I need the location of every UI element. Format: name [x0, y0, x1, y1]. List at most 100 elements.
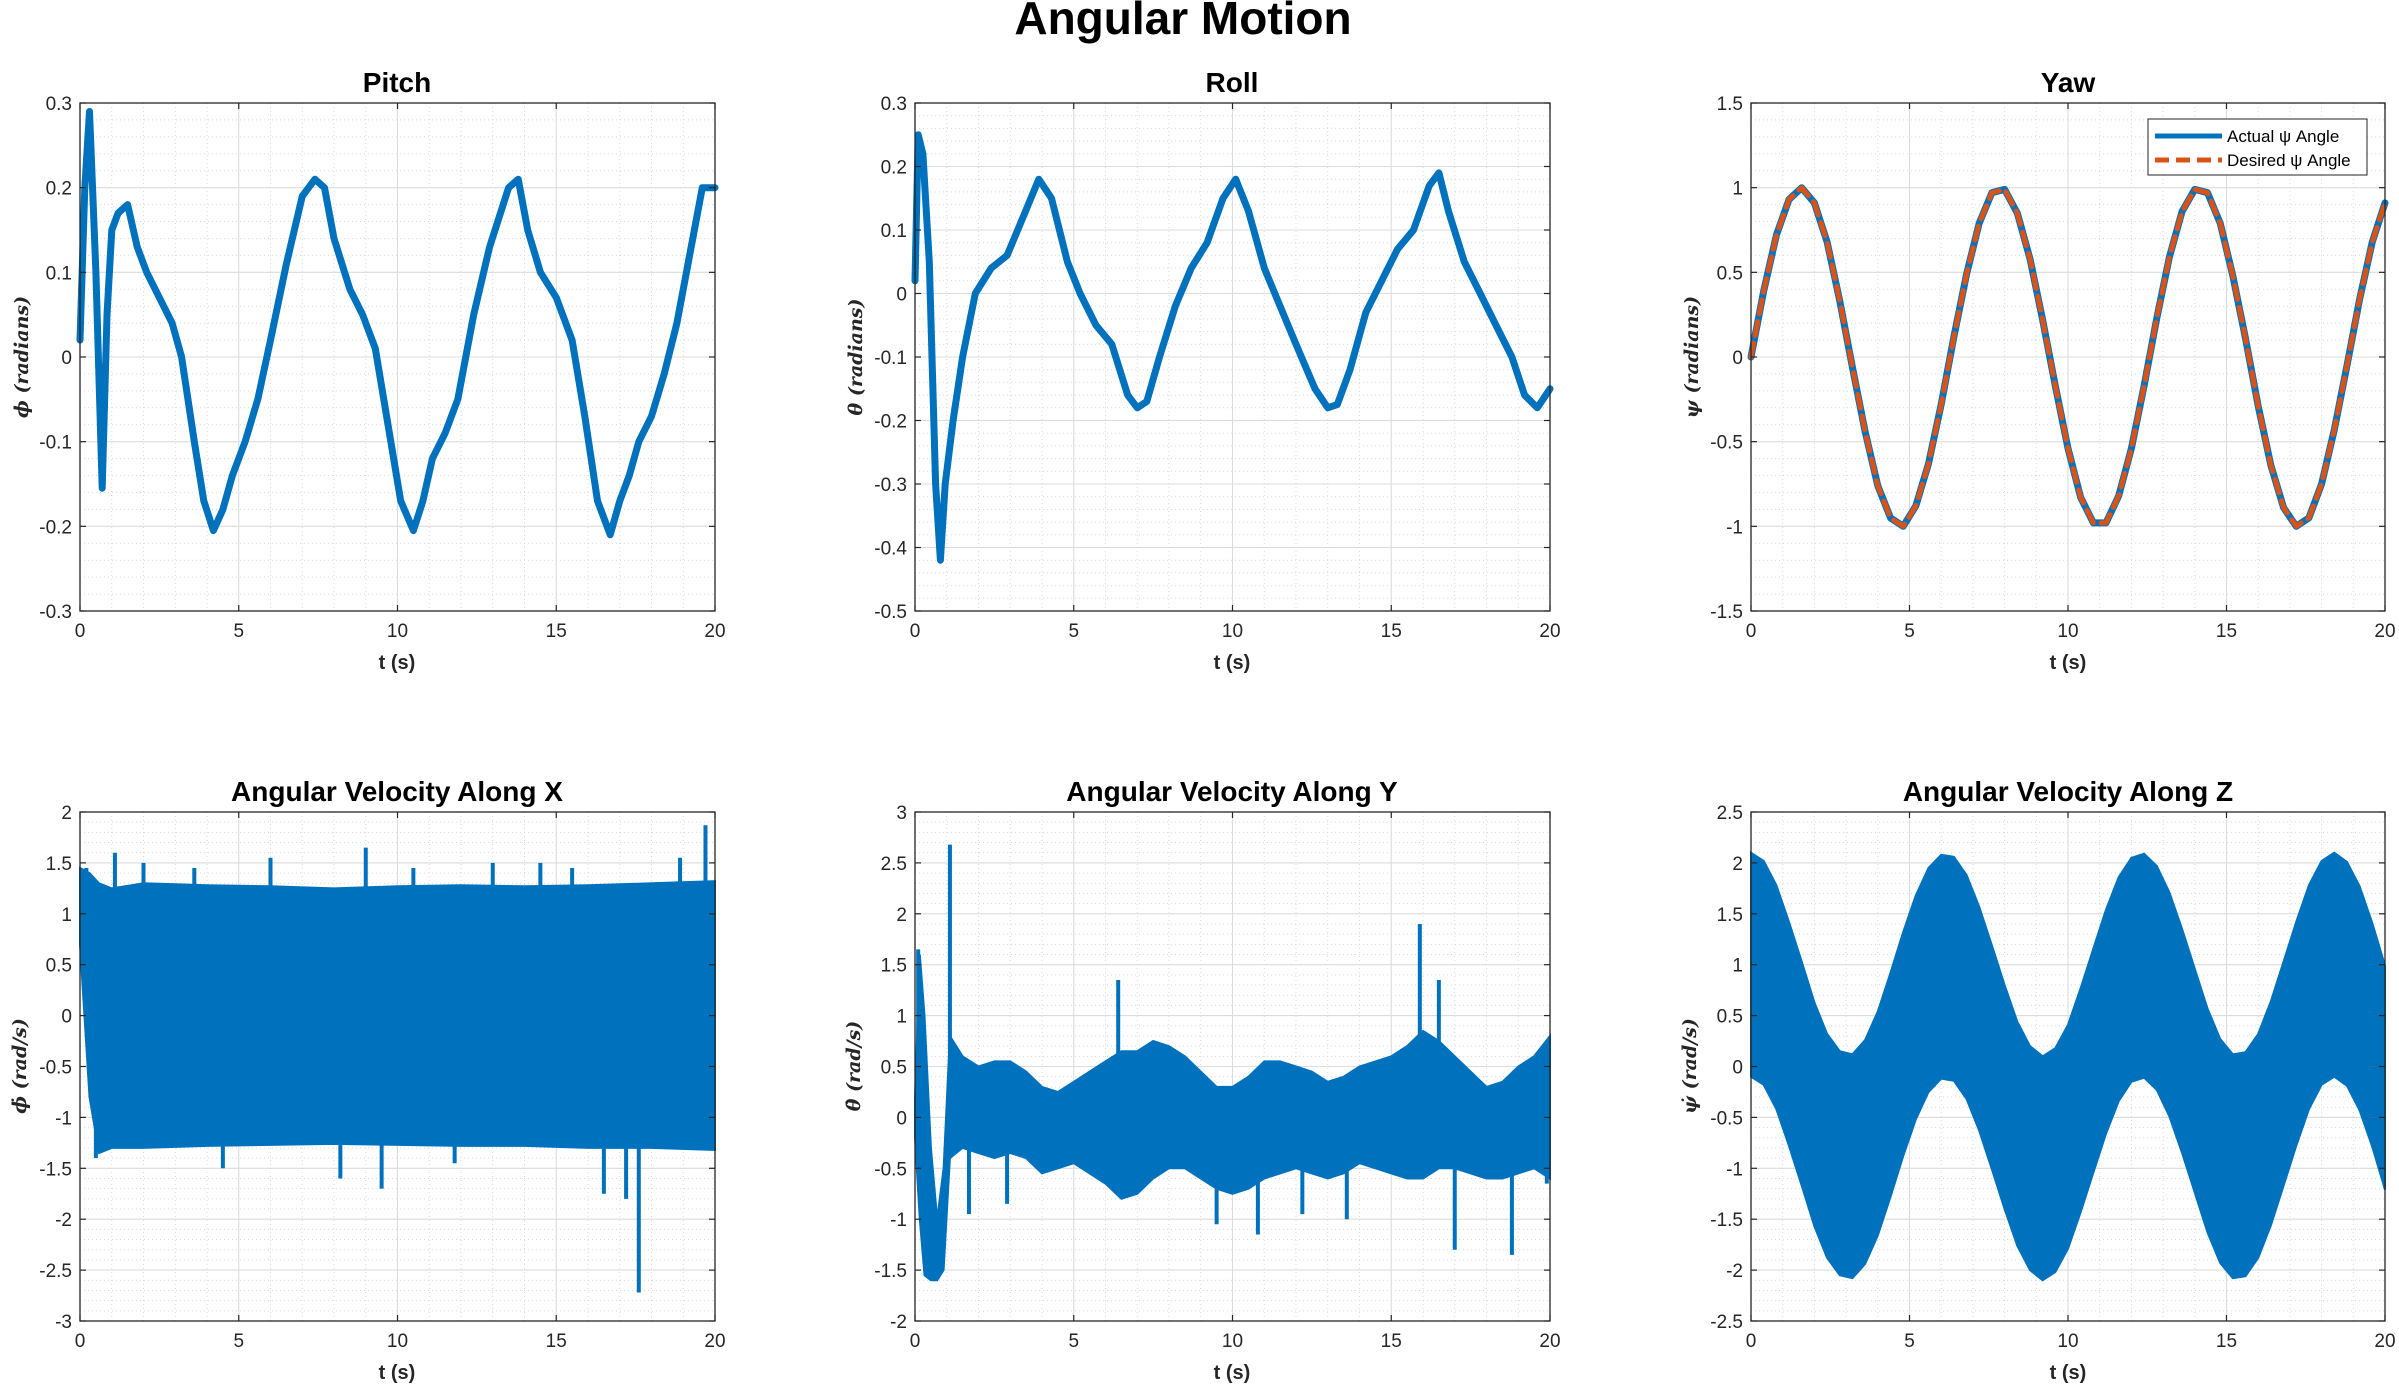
y-tick-label: 0: [1732, 348, 1743, 369]
y-tick-label: 0.5: [1717, 1007, 1743, 1028]
subplot-angular-velocity-y: 0 5 10 15 20 -2 -1.5 -1 -0.5 0 0.5 1 1.5 2 2.5 3 Angula…: [843, 776, 1561, 1384]
y-tick-label: 0: [896, 1108, 907, 1129]
x-tick-label: 5: [1904, 1331, 1915, 1352]
y-tick-label: 1.5: [881, 956, 907, 977]
y-tick-label: -0.5: [1710, 1108, 1743, 1129]
subplot-pitch: 0 5 10 15 20 -0.3 -0.2 -0.1 0 0.1 0.2 0.3 Pitch t (…: [11, 67, 726, 674]
y-tick-label: 0.5: [881, 1058, 907, 1079]
x-tick-label: 5: [1068, 621, 1079, 642]
x-tick-label: 15: [2216, 621, 2237, 642]
y-tick-label: -0.5: [39, 1058, 72, 1079]
y-tick-label: 0: [61, 348, 72, 369]
y-tick-label: -1.5: [1710, 1210, 1743, 1231]
y-tick-label: 0.5: [46, 956, 72, 977]
ticks: 0 5 10 15 20 -0.5 -0.4 -0.3 -0.2 -0.1 0 0.1 0.2 0.3: [874, 94, 1560, 642]
series-band: [79, 866, 716, 1155]
x-tick-label: 5: [1068, 1331, 1079, 1352]
x-tick-label: 10: [387, 1331, 408, 1352]
ticks: 0 5 10 15 20 -1.5 -1 -0.5 0 0.5 1 1.5: [1710, 94, 2395, 642]
ticks: 0 5 10 15 20 -0.3 -0.2 -0.1 0 0.1 0.2 0.3: [39, 94, 725, 642]
x-tick-label: 20: [2374, 621, 2395, 642]
y-tick-label: 2.5: [881, 854, 907, 875]
y-axis-label: θ (radians): [845, 299, 867, 416]
ticks: 0 5 10 15 20 -3 -2.5 -2 -1.5 -1 -0.5 0 0.5 1 1.5 2: [39, 803, 725, 1352]
y-tick-label: -0.5: [1710, 433, 1743, 454]
y-tick-label: -1: [1726, 1159, 1743, 1180]
y-tick-label: 0: [1732, 1058, 1743, 1079]
series-line: [1748, 185, 2388, 529]
y-tick-label: -1.5: [1710, 602, 1743, 623]
y-axis-label: ψ̇ (rad/s): [1679, 1018, 1701, 1114]
y-tick-label: 1: [61, 905, 72, 926]
ticks: 0 5 10 15 20 -2.5 -2 -1.5 -1 -0.5 0 0.5 1 1.5 2 2.5: [1710, 803, 2395, 1352]
y-tick-label: -2: [55, 1210, 72, 1231]
x-tick-label: 15: [1381, 621, 1402, 642]
x-tick-label: 10: [2057, 621, 2078, 642]
series-line: [911, 131, 1554, 564]
subplot-angular-velocity-z: 0 5 10 15 20 -2.5 -2 -1.5 -1 -0.5 0 0.5 1 1.5 2 2.5 Ang…: [1679, 776, 2396, 1384]
x-tick-label: 5: [1904, 621, 1915, 642]
y-axis-label: ψ (radians): [1681, 296, 1703, 418]
x-axis-label: t (s): [379, 652, 416, 674]
y-tick-label: 0.5: [1717, 263, 1743, 284]
y-tick-label: -2.5: [39, 1261, 72, 1282]
x-tick-label: 20: [1539, 1331, 1560, 1352]
y-tick-label: 0.1: [46, 263, 72, 284]
subplot-title: Angular Velocity Along X: [231, 776, 563, 807]
y-tick-label: 2: [61, 803, 72, 824]
y-tick-label: -0.5: [874, 602, 907, 623]
x-tick-label: 0: [910, 1331, 921, 1352]
y-tick-label: -0.2: [874, 412, 907, 433]
subplot-title: Angular Velocity Along Z: [1903, 776, 2233, 807]
y-tick-label: 0.2: [881, 158, 907, 179]
y-tick-label: -3: [55, 1312, 72, 1333]
y-tick-label: -2.5: [1710, 1312, 1743, 1333]
x-tick-label: 20: [704, 621, 725, 642]
subplot-yaw: 0 5 10 15 20 -1.5 -1 -0.5 0 0.5 1 1.5 Yaw t (s) ψ (…: [1681, 67, 2396, 674]
data-layer: [1747, 184, 2389, 530]
x-tick-label: 0: [1746, 1331, 1757, 1352]
x-axis-label: t (s): [1214, 1362, 1251, 1384]
y-tick-label: 2: [1732, 854, 1743, 875]
y-axis-label: ϕ (radians): [11, 296, 33, 418]
x-tick-label: 15: [546, 621, 567, 642]
x-tick-label: 0: [75, 621, 86, 642]
y-tick-label: -2: [890, 1312, 907, 1333]
x-tick-label: 15: [2216, 1331, 2237, 1352]
legend-label-actual: Actual ψ Angle: [2227, 127, 2339, 146]
y-axis-label: θ̇ (rad/s): [843, 1021, 865, 1112]
y-tick-label: -0.1: [874, 348, 907, 369]
data-layer: [911, 131, 1554, 564]
x-axis-label: t (s): [2050, 652, 2087, 674]
subplot-angular-velocity-x: 0 5 10 15 20 -3 -2.5 -2 -1.5 -1 -0.5 0 0.5 1 1.5 2 Angu…: [9, 776, 726, 1384]
y-tick-label: 0.2: [46, 179, 72, 200]
y-tick-label: 2: [896, 905, 907, 926]
y-tick-label: -0.4: [874, 539, 907, 560]
legend-box: [2147, 118, 2368, 176]
x-tick-label: 10: [1222, 1331, 1243, 1352]
x-axis-label: t (s): [2050, 1362, 2087, 1384]
y-tick-label: 2.5: [1717, 803, 1743, 824]
y-tick-label: -0.1: [39, 433, 72, 454]
y-tick-label: -2: [1726, 1261, 1743, 1282]
y-tick-label: 1: [1732, 956, 1743, 977]
y-tick-label: 0: [61, 1007, 72, 1028]
y-axis-label: ϕ̇ (rad/s): [9, 1018, 31, 1114]
subplot-roll: 0 5 10 15 20 -0.5 -0.4 -0.3 -0.2 -0.1 0 0.1 0.2 0.3 R…: [845, 67, 1561, 674]
x-tick-label: 20: [704, 1331, 725, 1352]
y-tick-label: -1.5: [874, 1261, 907, 1282]
x-axis-label: t (s): [379, 1362, 416, 1384]
y-tick-label: -1: [1726, 517, 1743, 538]
y-tick-label: 0.3: [46, 94, 72, 115]
x-tick-label: 0: [75, 1331, 86, 1352]
x-tick-label: 5: [233, 1331, 244, 1352]
y-tick-label: 0.1: [881, 221, 907, 242]
x-tick-label: 20: [2374, 1331, 2395, 1352]
x-tick-label: 15: [1381, 1331, 1402, 1352]
x-tick-label: 0: [1746, 621, 1757, 642]
x-tick-label: 20: [1539, 621, 1560, 642]
x-axis-label: t (s): [1214, 652, 1251, 674]
y-tick-label: 1.5: [46, 854, 72, 875]
y-tick-label: 3: [896, 803, 907, 824]
